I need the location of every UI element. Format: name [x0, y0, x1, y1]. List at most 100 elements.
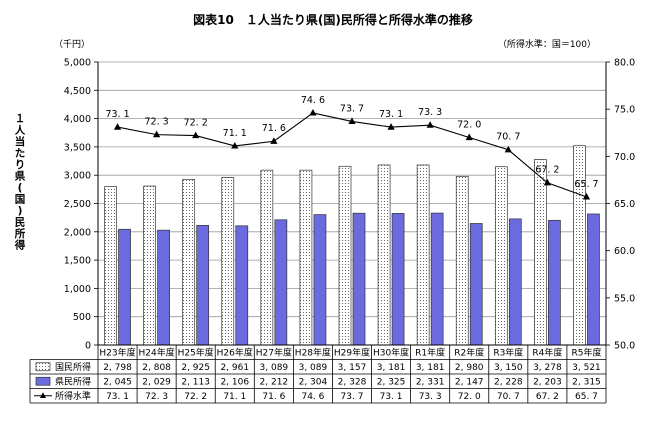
y-tick-label: 4,000 — [64, 114, 91, 125]
table-cell: 3, 181 — [377, 363, 406, 373]
bar-prefecture — [430, 212, 444, 346]
y-axis-title-char: 県 — [15, 171, 26, 183]
level-point — [543, 178, 551, 186]
table-cell: 72. 2 — [184, 392, 207, 402]
category-label: R4年度 — [532, 347, 562, 359]
table-cell: 3, 157 — [338, 363, 367, 373]
bar-national — [143, 185, 156, 346]
table-cell: 2, 798 — [103, 363, 132, 373]
category-label: R1年度 — [415, 347, 445, 359]
level-data-label: 71. 1 — [223, 128, 247, 139]
y2-tick-label: 55.0 — [614, 293, 635, 304]
legend-label: 県民所得 — [55, 376, 91, 388]
y-tick-label: 2,000 — [64, 227, 91, 238]
y-axis-title-char: 得 — [14, 239, 26, 252]
bar-national — [494, 166, 508, 346]
level-point — [582, 192, 591, 200]
category-label: H29年度 — [334, 347, 370, 359]
y-axis-title-char: ) — [18, 205, 23, 217]
table-cell: 2, 315 — [572, 378, 601, 388]
bar-prefecture — [313, 214, 327, 346]
table-cell: 2, 045 — [103, 378, 132, 388]
level-point — [113, 123, 122, 130]
bars — [104, 145, 600, 346]
y-axis-title: １人当たり県(国)民所得 — [14, 113, 26, 252]
y-axis-title-char: た — [15, 148, 26, 160]
y-axis-title-char: 所 — [15, 227, 26, 240]
level-data-label: 72. 0 — [457, 119, 481, 130]
y2-tick-label: 80.0 — [614, 58, 635, 69]
y2-tick-label: 50.0 — [614, 341, 635, 352]
table-cell: 2, 212 — [260, 378, 289, 388]
y-axis-title-char: 人 — [15, 124, 26, 137]
bar-national — [416, 164, 430, 346]
legend-key-prefecture — [35, 376, 51, 386]
table-cell: 2, 228 — [494, 378, 523, 388]
table-cell: 3, 089 — [299, 363, 328, 373]
category-label: H30年度 — [373, 347, 409, 359]
y-tick-label: 500 — [73, 312, 91, 323]
bar-national — [377, 164, 391, 346]
level-point — [309, 108, 317, 116]
table-cell: 3, 181 — [416, 363, 445, 373]
chart-title: 図表10 １人当たり県(国)民所得と所得水準の推移 — [193, 12, 473, 27]
table-cell: 73. 3 — [419, 392, 442, 402]
table-cell: 3, 278 — [533, 363, 562, 373]
legend-key-level-marker — [40, 392, 46, 399]
level-data-label: 73. 3 — [418, 107, 442, 118]
bar-national — [534, 159, 547, 346]
level-point — [504, 145, 512, 153]
bar-national — [260, 169, 274, 346]
table-cell: 65. 7 — [575, 392, 598, 402]
bar-prefecture — [118, 228, 131, 346]
y-tick-label: 3,500 — [64, 142, 91, 153]
bar-prefecture — [157, 229, 170, 346]
y2-tick-label: 60.0 — [614, 246, 635, 257]
bar-national — [299, 169, 313, 346]
level-data-label: 65. 7 — [574, 179, 598, 190]
level-data-label: 73. 1 — [379, 109, 403, 120]
axes: 0 500 1,000 1,500 2,000 2,500 3,000 3,500 4,000 4… — [64, 58, 635, 352]
level-point — [465, 133, 473, 141]
legend-label: 国民所得 — [55, 361, 91, 373]
level-data-label: 73. 7 — [340, 103, 364, 114]
grid-lines — [98, 61, 606, 318]
bar-prefecture — [274, 219, 288, 346]
table-cell: 2, 304 — [299, 378, 328, 388]
y-axis-title-char: ( — [18, 182, 23, 194]
level-data-label: 71. 6 — [262, 123, 286, 134]
y-tick-label: 1,000 — [64, 284, 91, 295]
y-axis-title-char: １ — [15, 113, 26, 125]
level-point — [270, 137, 278, 144]
bar-national — [221, 177, 235, 346]
y-axis-title-char: り — [15, 159, 26, 171]
table-cell: 2, 331 — [416, 378, 445, 388]
table-cell: 74. 6 — [301, 392, 324, 402]
table-cell: 73. 7 — [341, 392, 364, 402]
table-cell: 71. 1 — [223, 392, 246, 402]
data-table: H23年度 H24年度 H25年度 H26年度 H27年度 H28年度 H29年度 H30年度… — [29, 344, 607, 404]
bar-prefecture — [548, 219, 561, 346]
table-cell: 73. 1 — [106, 392, 129, 402]
table-cell: 2, 113 — [181, 378, 210, 388]
level-point — [348, 117, 356, 125]
level-point — [192, 131, 200, 139]
table-cell: 3, 150 — [494, 363, 523, 373]
y-tick-label: 4,500 — [64, 86, 91, 97]
table-cell: 3, 521 — [572, 363, 601, 373]
table-cell: 73. 1 — [380, 392, 403, 402]
level-point — [153, 130, 161, 138]
table-cell: 70. 7 — [497, 392, 520, 402]
table-cell: 2, 106 — [220, 378, 249, 388]
category-label: R2年度 — [454, 347, 484, 359]
category-label: H28年度 — [295, 347, 331, 359]
y-tick-label: 2,500 — [64, 199, 91, 210]
category-label: H23年度 — [99, 347, 135, 359]
category-label: H27年度 — [256, 347, 292, 359]
level-data-label: 70. 7 — [496, 132, 520, 143]
table-cell: 71. 6 — [262, 392, 285, 402]
category-label: R3年度 — [493, 347, 523, 359]
level-line: 73. 1 72. 3 72. 2 71. 1 71. 6 74. 6 73. 7 73. 1… — [105, 95, 599, 200]
level-data-label: 67. 2 — [535, 165, 559, 176]
